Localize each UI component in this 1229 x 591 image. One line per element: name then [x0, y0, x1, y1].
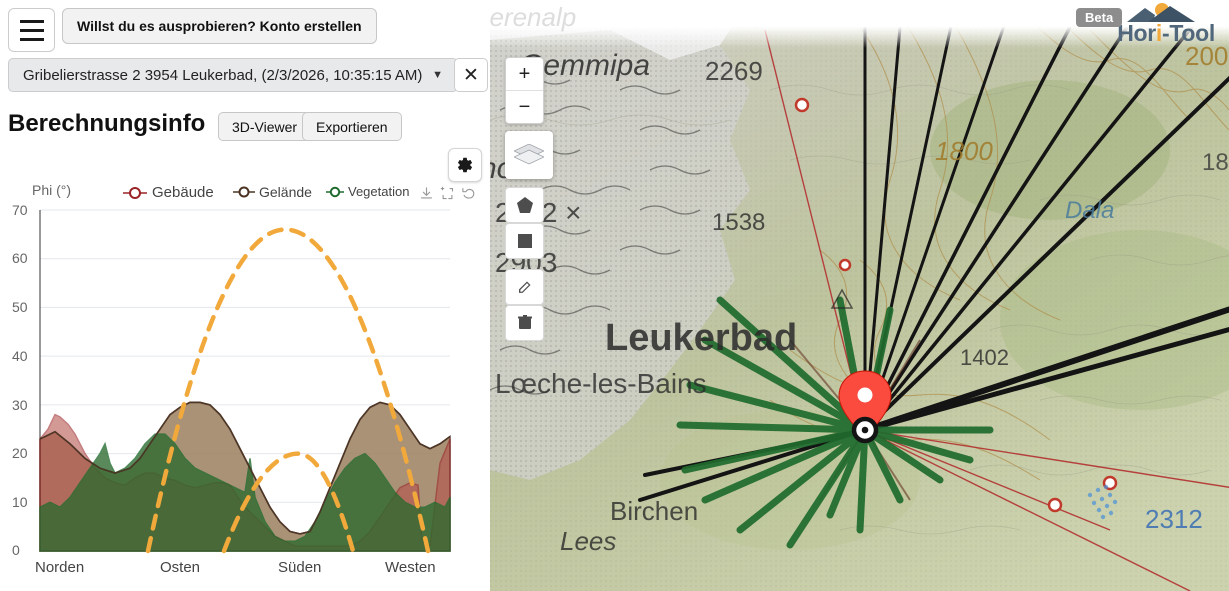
- svg-text:2269: 2269: [705, 56, 763, 86]
- svg-text:Lees: Lees: [560, 526, 616, 556]
- svg-text:184: 184: [1202, 149, 1229, 176]
- svg-text:Leukerbad: Leukerbad: [605, 317, 797, 359]
- svg-text:Birchen: Birchen: [610, 496, 698, 526]
- svg-text:1538: 1538: [712, 209, 765, 236]
- svg-text:1800: 1800: [935, 136, 993, 166]
- svg-text:1402: 1402: [960, 345, 1009, 370]
- svg-text:Lœche-les-Bains: Lœche-les-Bains: [495, 368, 707, 399]
- svg-text:2312: 2312: [1145, 504, 1203, 534]
- svg-text:Dala: Dala: [1065, 197, 1114, 224]
